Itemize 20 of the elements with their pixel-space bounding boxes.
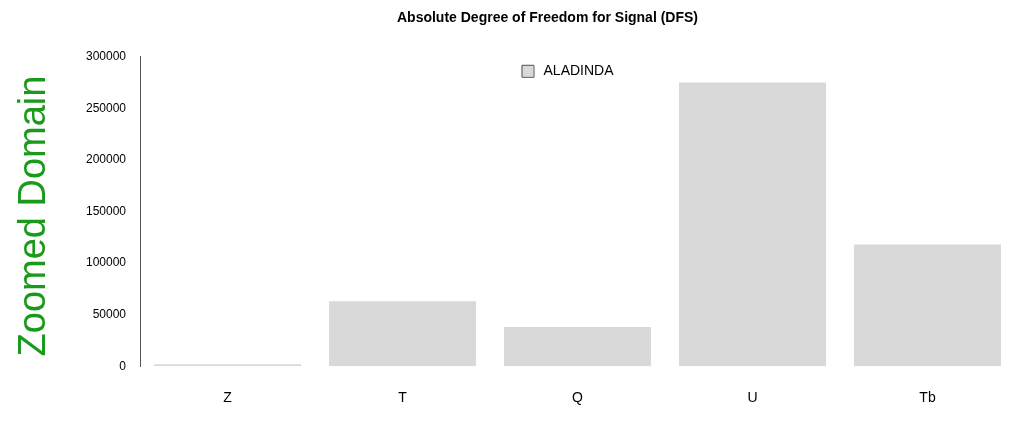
legend-label: ALADINDA [543,61,615,78]
bar [154,364,302,367]
y-tick-label: 200000 [86,152,127,167]
y-tick-label: 100000 [86,255,127,270]
y-tick-label: 50000 [92,306,127,321]
x-tick-label: Q [572,389,584,406]
x-tick-label: U [747,389,758,406]
y-tick-label: 0 [119,358,127,373]
x-tick-label: Tb [919,389,936,406]
bar [329,301,477,367]
y-tick-label: 300000 [86,49,127,64]
bar [679,82,827,367]
x-tick-label: T [398,389,408,406]
y-tick-label: 250000 [86,100,127,115]
bar [504,327,652,367]
x-tick-label: Z [223,389,233,406]
y-tick-label: 150000 [86,203,127,218]
bar [854,244,1001,367]
chart-title: Absolute Degree of Freedom for Signal (DFS) [396,9,699,26]
y-axis-title: Zoomed Domain [10,75,54,357]
